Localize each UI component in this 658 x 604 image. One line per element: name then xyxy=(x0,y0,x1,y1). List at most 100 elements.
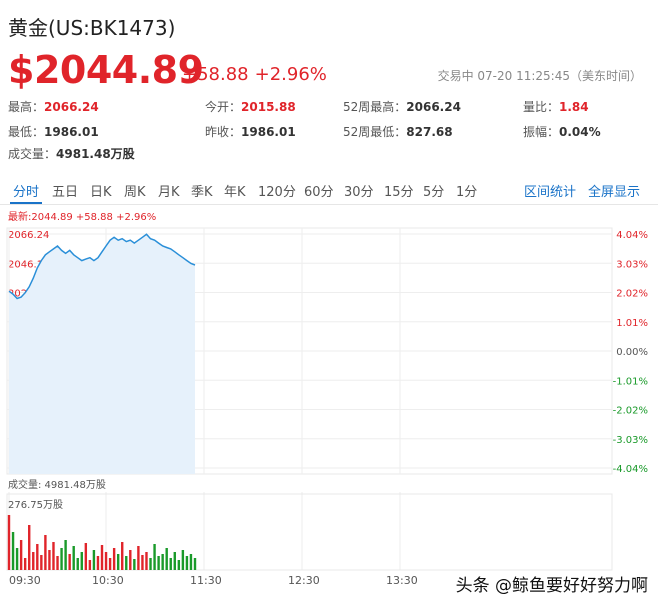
range-stats-button[interactable]: 区间统计 xyxy=(523,185,576,200)
volume-bar xyxy=(141,555,144,570)
active-tab-indicator xyxy=(10,202,42,204)
volume-bar xyxy=(56,556,59,570)
volume-bar xyxy=(189,554,193,570)
volume-bar xyxy=(181,550,185,570)
volume-bar xyxy=(185,556,189,570)
tab-120min[interactable]: 120分 xyxy=(258,185,296,200)
x-tick-label: 11:30 xyxy=(190,574,222,587)
tab-5min[interactable]: 5分 xyxy=(423,185,445,200)
volume-bar xyxy=(116,554,120,570)
stat-low: 最低：1986.01 xyxy=(8,125,99,139)
volume-bar xyxy=(112,548,116,570)
tab-30min[interactable]: 30分 xyxy=(344,185,374,200)
volume-bar xyxy=(11,532,15,570)
tab-15min[interactable]: 15分 xyxy=(384,185,414,200)
x-tick-label: 12:30 xyxy=(288,574,320,587)
volume-bar xyxy=(129,550,132,570)
tab-60min[interactable]: 60分 xyxy=(304,185,334,200)
intraday-chart[interactable]: 2066.244.04%2046.183.03%2026.132.02%2006… xyxy=(0,220,658,604)
tab-quarterly-k[interactable]: 季K xyxy=(191,185,213,200)
volume-bar xyxy=(7,515,11,570)
watermark: 头条 @鲸鱼要好好努力啊 xyxy=(455,571,648,596)
pct-tick-label: 2.02% xyxy=(616,289,648,300)
volume-bar xyxy=(15,548,19,570)
change-amount: +58.88 xyxy=(182,64,249,85)
pct-tick-label: -4.04% xyxy=(613,464,648,475)
volume-bar xyxy=(32,552,35,570)
latest-price-label: 最新:2044.89 +58.88 +2.96% xyxy=(8,212,157,223)
tab-yearly-k[interactable]: 年K xyxy=(224,185,246,200)
volume-bar xyxy=(173,552,176,570)
volume-label: 成交量: 4981.48万股 xyxy=(8,478,106,491)
pct-tick-label: -3.03% xyxy=(613,435,648,446)
volume-bar xyxy=(169,558,172,570)
tab-weekly-k[interactable]: 周K xyxy=(124,185,146,200)
pct-tick-label: -1.01% xyxy=(613,376,648,387)
volume-bar xyxy=(100,545,104,570)
volume-bar xyxy=(76,558,79,570)
stat-volume: 成交量：4981.48万股 xyxy=(8,147,135,161)
volume-axis-label: 276.75万股 xyxy=(8,499,63,511)
stat-prev-close: 昨收：1986.01 xyxy=(205,125,296,139)
volume-bar xyxy=(40,555,43,570)
volume-bar xyxy=(145,552,148,570)
pct-tick-label: 3.03% xyxy=(616,259,648,270)
stat-open: 今开：2015.88 xyxy=(205,100,296,114)
volume-bar xyxy=(193,558,197,570)
volume-panel-frame xyxy=(6,493,613,571)
pct-tick-label: 1.01% xyxy=(616,318,648,329)
y-tick-label: 2066.24 xyxy=(8,230,49,241)
volume-bar xyxy=(80,552,83,570)
volume-bar xyxy=(84,543,88,570)
x-tick-label: 09:30 xyxy=(9,574,41,587)
chart-tools: 区间统计 全屏显示 xyxy=(512,181,640,200)
trade-time: 交易中 07-20 11:25:45（美东时间） xyxy=(437,69,642,83)
volume-bar xyxy=(64,540,67,570)
volume-bar xyxy=(125,556,128,570)
volume-bar xyxy=(137,546,140,570)
volume-bar xyxy=(149,558,152,570)
stat-volume-ratio: 量比：1.84 xyxy=(523,100,589,114)
volume-bar xyxy=(121,542,124,570)
tab-daily-k[interactable]: 日K xyxy=(90,185,112,200)
volume-bar xyxy=(60,548,63,570)
x-tick-label: 10:30 xyxy=(92,574,124,587)
volume-bar xyxy=(157,556,160,570)
stat-high: 最高：2066.24 xyxy=(8,100,99,114)
pct-tick-label: -2.02% xyxy=(613,406,648,417)
stat-52w-high: 52周最高：2066.24 xyxy=(343,100,461,114)
tab-5day[interactable]: 五日 xyxy=(52,185,79,200)
period-tabs: 分时 五日 日K 周K 月K 季K 年K 120分 60分 30分 15分 5分… xyxy=(0,174,658,205)
tab-1min[interactable]: 1分 xyxy=(456,185,478,200)
volume-bar xyxy=(36,544,39,570)
price-change: +58.88 +2.96% xyxy=(182,64,333,85)
volume-bar xyxy=(108,558,112,570)
volume-bar xyxy=(19,540,23,570)
volume-bar xyxy=(177,560,181,570)
volume-bar xyxy=(96,556,100,570)
tab-monthly-k[interactable]: 月K xyxy=(158,185,180,200)
stat-amplitude: 振幅：0.04% xyxy=(523,125,601,139)
volume-bar xyxy=(68,554,71,570)
current-price: $2044.89 xyxy=(8,48,204,92)
change-percent: +2.96% xyxy=(254,64,327,85)
volume-bar xyxy=(161,554,164,570)
page-title: 黄金(US:BK1473) xyxy=(8,16,176,40)
volume-bar xyxy=(44,535,47,570)
volume-bar xyxy=(153,544,156,570)
volume-bar xyxy=(48,550,51,570)
price-area xyxy=(9,234,195,474)
fullscreen-button[interactable]: 全屏显示 xyxy=(587,185,640,200)
y-tick-label: 2046.18 xyxy=(8,259,49,270)
pct-tick-label: 4.04% xyxy=(616,230,648,241)
pct-tick-label: 0.00% xyxy=(616,347,648,358)
stat-52w-low: 52周最低：827.68 xyxy=(343,125,453,139)
volume-bar xyxy=(104,552,108,570)
tab-intraday[interactable]: 分时 xyxy=(13,185,40,200)
volume-bar xyxy=(92,550,96,570)
volume-bar xyxy=(52,542,55,570)
x-tick-label: 13:30 xyxy=(386,574,418,587)
price-line xyxy=(8,233,196,300)
volume-bar xyxy=(165,548,168,570)
volume-bar xyxy=(28,525,31,570)
